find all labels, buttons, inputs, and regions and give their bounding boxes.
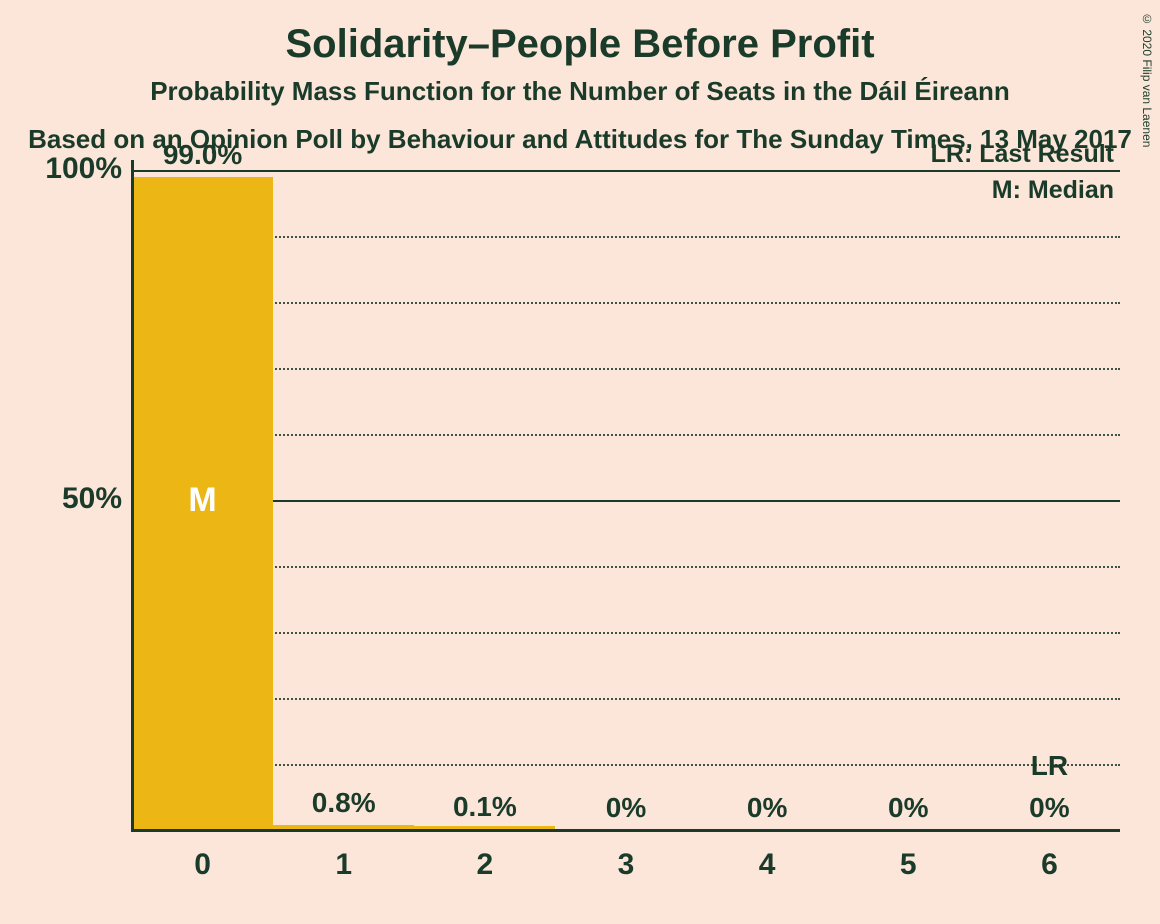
x-axis-tick-label: 4: [697, 848, 838, 882]
last-result-marker: LR: [979, 750, 1120, 782]
legend-median: M: Median: [992, 176, 1114, 205]
y-minor-gridline: [132, 764, 1120, 766]
y-minor-gridline: [132, 434, 1120, 436]
y-minor-gridline: [132, 698, 1120, 700]
bar-value-label: 0%: [697, 792, 838, 824]
x-axis-tick-label: 1: [273, 848, 414, 882]
median-marker: M: [132, 481, 273, 520]
bar-value-label: 0%: [555, 792, 696, 824]
x-axis-tick-label: 2: [414, 848, 555, 882]
y-major-gridline: [132, 170, 1120, 172]
x-axis-tick-label: 3: [555, 848, 696, 882]
y-axis-tick-label: 100%: [2, 152, 122, 186]
chart-subtitle-1: Probability Mass Function for the Number…: [0, 76, 1160, 107]
x-axis-tick-label: 6: [979, 848, 1120, 882]
y-major-gridline: [132, 500, 1120, 502]
y-minor-gridline: [132, 566, 1120, 568]
bar-value-label: 99.0%: [132, 139, 273, 171]
y-minor-gridline: [132, 632, 1120, 634]
bar-value-label: 0.1%: [414, 791, 555, 823]
x-axis-line: [131, 829, 1120, 832]
x-axis-tick-label: 0: [132, 848, 273, 882]
bar-value-label: 0%: [838, 792, 979, 824]
bar-chart: 50%100%99.0%00.8%10.1%20%30%40%50%6LR: L…: [132, 170, 1120, 830]
bar-value-label: 0%: [979, 792, 1120, 824]
x-axis-tick-label: 5: [838, 848, 979, 882]
y-axis-tick-label: 50%: [2, 482, 122, 516]
bar-value-label: 0.8%: [273, 787, 414, 819]
y-minor-gridline: [132, 302, 1120, 304]
y-minor-gridline: [132, 368, 1120, 370]
chart-title: Solidarity–People Before Profit: [0, 22, 1160, 67]
y-minor-gridline: [132, 236, 1120, 238]
legend-last-result: LR: Last Result: [931, 140, 1114, 169]
